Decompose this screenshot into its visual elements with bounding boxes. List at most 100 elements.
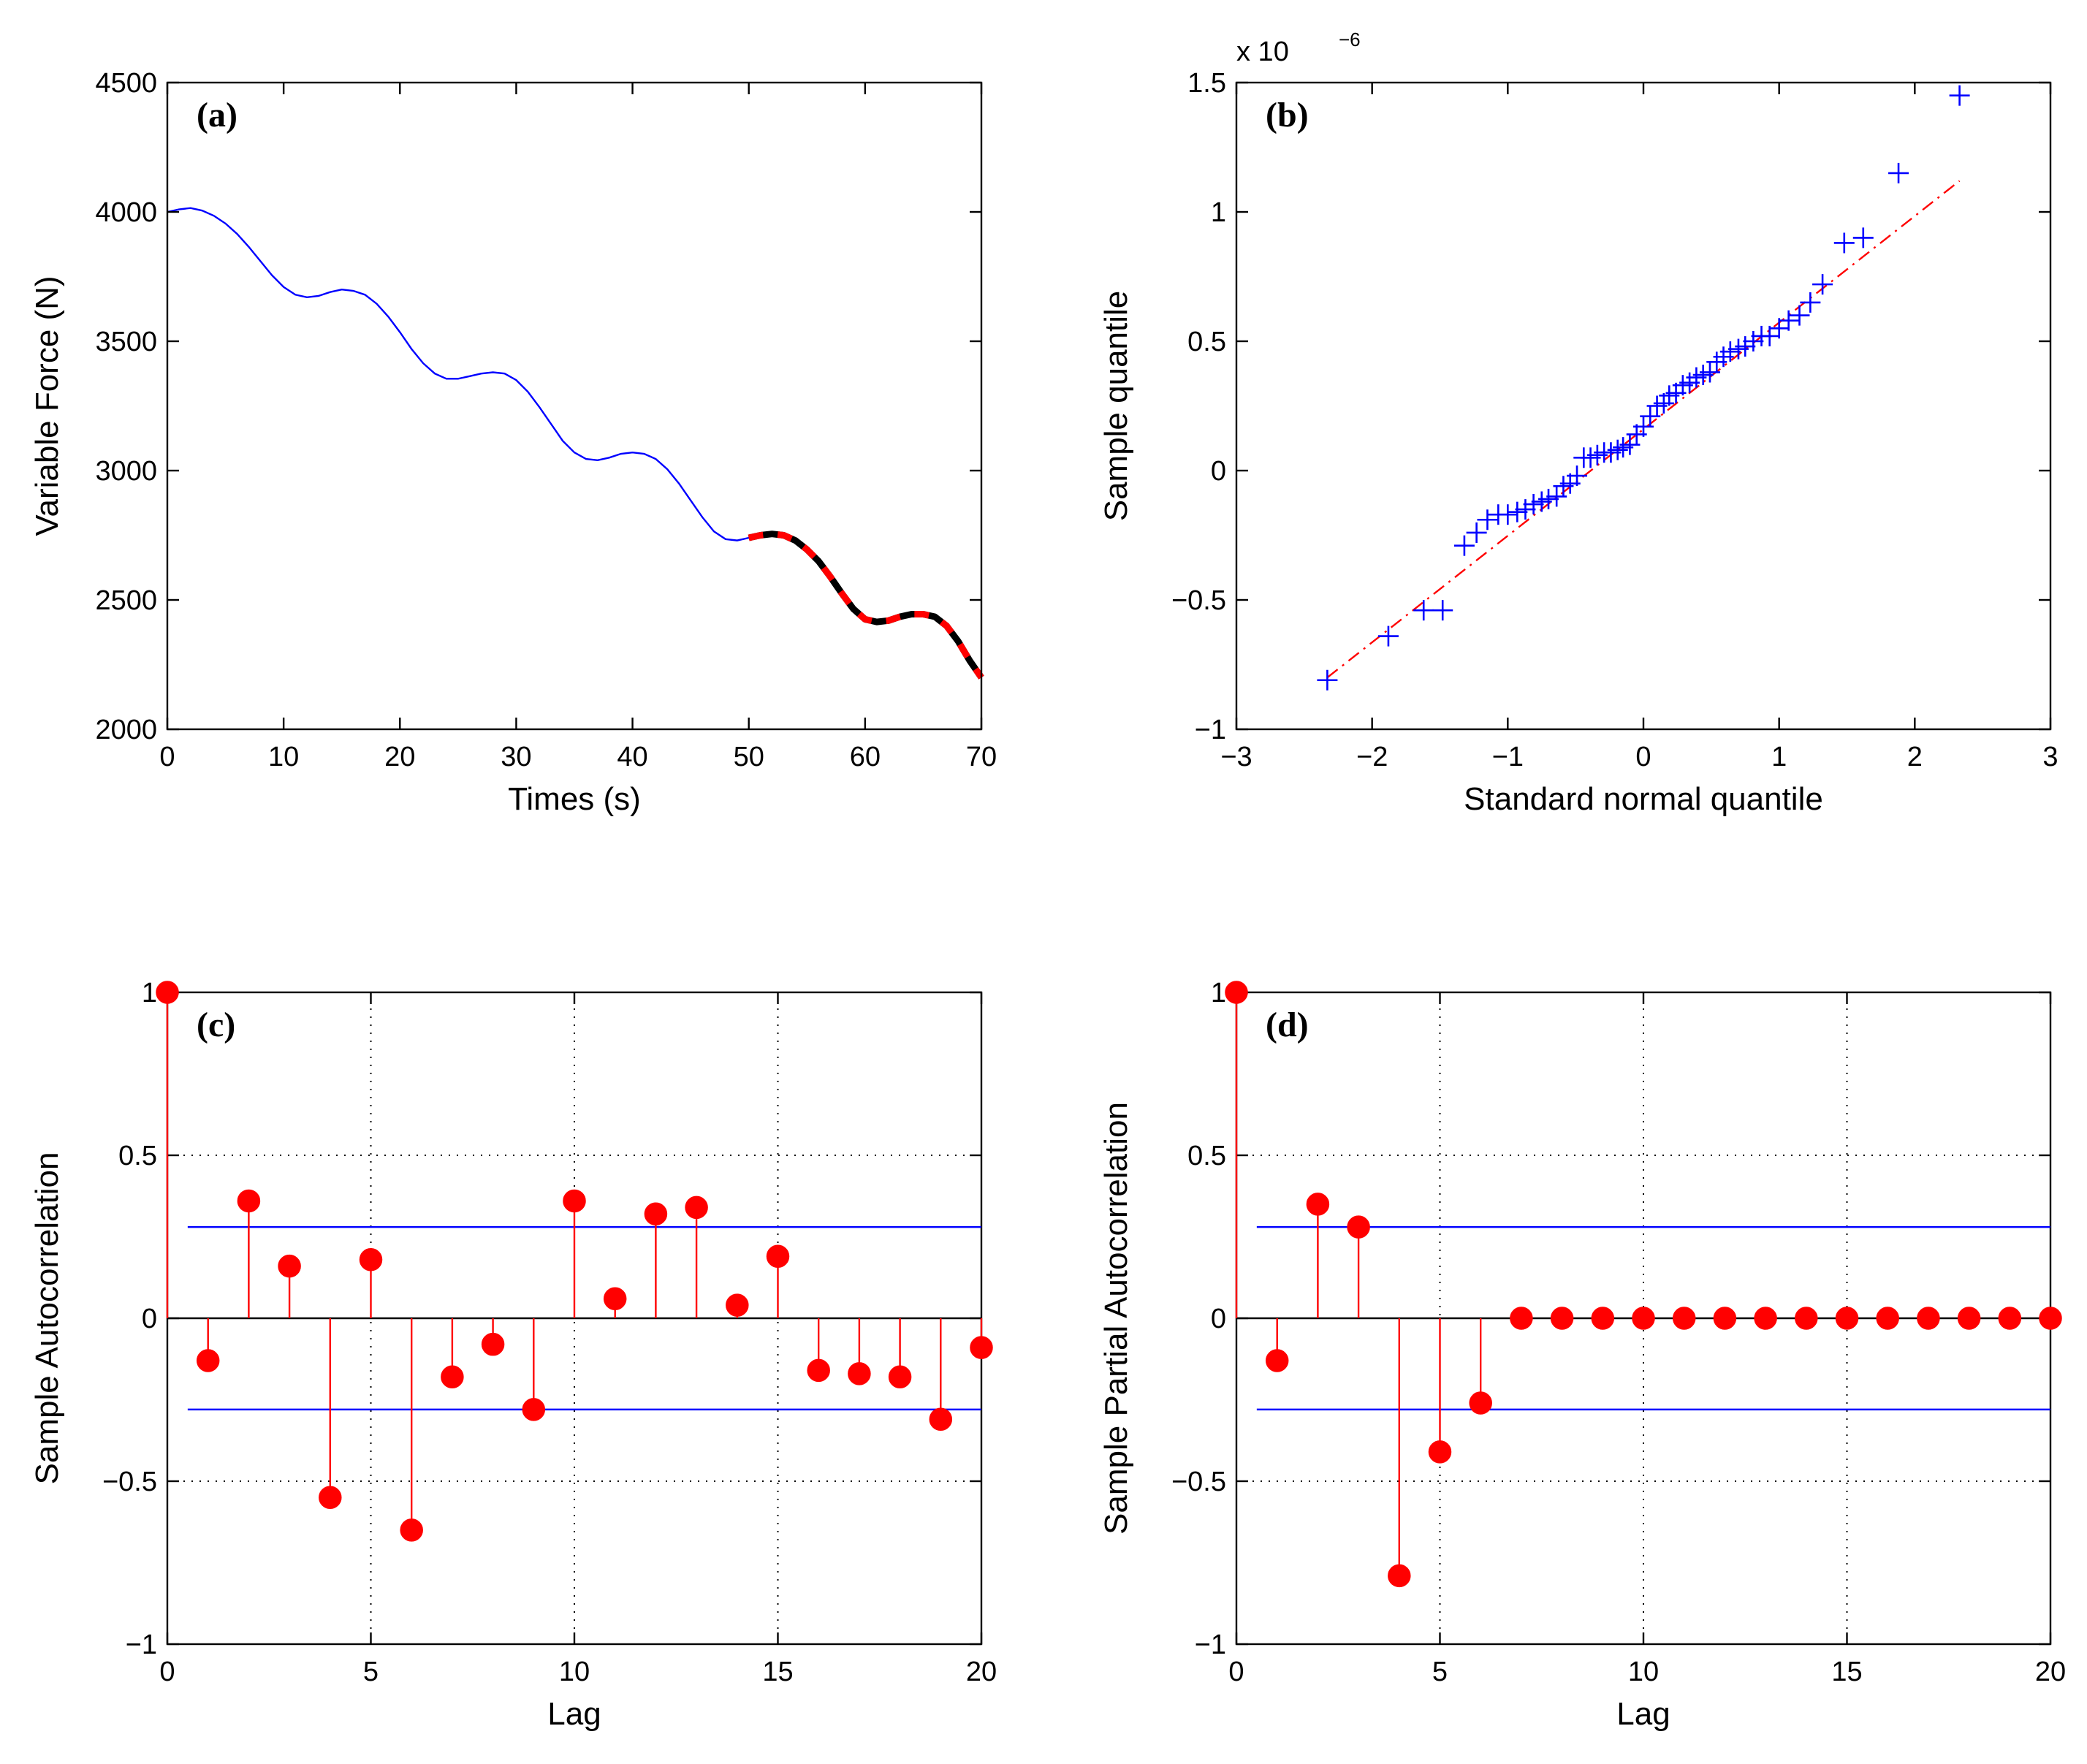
stem-marker: [888, 1365, 912, 1389]
y-tick-label: 1: [142, 978, 157, 1008]
stem-marker: [807, 1358, 830, 1383]
axes-frame: [1235, 81, 2052, 731]
y-tick-label: 4000: [95, 197, 157, 228]
x-tick-label: 5: [1432, 1657, 1448, 1687]
x-tick-label: −1: [1492, 742, 1524, 772]
scatter-point: [1538, 488, 1559, 509]
y-tick-label: 3500: [95, 327, 157, 357]
panel-b-chart: −3 −2 −1 0 1 2 3 −1 −0.5 0 0.5 1 1.5 Standard normal …: [1098, 28, 2059, 817]
scatter-point: [1735, 336, 1756, 357]
x-tick-label: 30: [501, 742, 531, 772]
y-tick-label: 0: [1211, 456, 1226, 487]
stem-marker: [1632, 1307, 1655, 1330]
stem-marker: [1347, 1215, 1370, 1239]
y-scale-prefix: x 10: [1236, 37, 1289, 67]
stem-marker: [1713, 1307, 1737, 1330]
stem-marker: [1795, 1307, 1818, 1330]
scatter-point: [1546, 486, 1567, 507]
stem-marker: [196, 1349, 220, 1372]
y-tick-label: 0.5: [118, 1141, 157, 1171]
x-axis-label: Standard normal quantile: [1464, 781, 1823, 817]
x-tick-label: 10: [268, 742, 299, 772]
x-axis-label: Lag: [1616, 1696, 1670, 1732]
scatter-point: [1778, 310, 1799, 331]
scatter-point: [1523, 494, 1544, 515]
x-tick-label: 0: [1228, 1657, 1244, 1687]
scatter-point: [1317, 669, 1338, 691]
scatter-point: [1633, 416, 1654, 437]
x-tick-label: 2: [1907, 742, 1923, 772]
scatter-point: [1477, 509, 1498, 531]
scatter-point: [1852, 227, 1874, 248]
y-tick-label: −0.5: [102, 1467, 157, 1497]
y-tick-label: 0.5: [1187, 327, 1226, 357]
stem-marker: [441, 1365, 464, 1389]
scatter-point: [1888, 162, 1909, 183]
stem-marker: [766, 1244, 790, 1269]
x-tick-label: 70: [966, 742, 997, 772]
stem-marker: [278, 1254, 301, 1278]
x-tick-label: 5: [363, 1657, 379, 1687]
stem-marker: [1469, 1391, 1492, 1415]
reference-line: [1326, 180, 1961, 679]
scatter-point: [1789, 305, 1810, 326]
stem-marker: [1917, 1307, 1940, 1330]
y-tick-label: −1: [126, 1630, 157, 1660]
panel-c-chart: 0 5 10 15 20 −1 −0.5 0 0.5 1 Lag Sample Autocorrela…: [29, 978, 997, 1732]
x-tick-label: 3: [2042, 742, 2058, 772]
stem-marker: [1388, 1564, 1411, 1588]
scatter-point: [1619, 434, 1641, 455]
scatter-point: [1800, 292, 1821, 313]
y-axis-label: Sample quantile: [1098, 291, 1134, 522]
scatter-point: [1413, 600, 1434, 621]
stem-marker: [726, 1293, 749, 1317]
stem-marker: [970, 1336, 993, 1359]
panel-label: (d): [1266, 1005, 1309, 1044]
y-tick-label: −0.5: [1171, 585, 1226, 616]
stem-marker: [1672, 1307, 1696, 1330]
x-tick-label: 1: [1771, 742, 1787, 772]
scatter-point: [1507, 501, 1528, 522]
y-tick-label: −1: [1195, 1630, 1226, 1660]
scatter-point: [1497, 504, 1518, 525]
stem-marker: [1225, 981, 1248, 1004]
x-tick-label: 15: [1831, 1657, 1862, 1687]
scatter-point: [1515, 499, 1536, 520]
scatter-point: [1607, 439, 1628, 460]
series-line-forecast: [748, 531, 984, 680]
x-tick-label: 20: [966, 1657, 997, 1687]
stem-marker: [1998, 1307, 2022, 1330]
series-line-observed: [167, 207, 982, 678]
stem-marker: [1428, 1440, 1452, 1464]
x-tick-label: 50: [734, 742, 764, 772]
stem-marker: [644, 1202, 668, 1226]
stem-marker: [359, 1247, 383, 1271]
x-tick-label: 10: [559, 1657, 590, 1687]
x-tick-label: 0: [159, 1657, 175, 1687]
panel-label: (a): [197, 96, 237, 134]
stem-marker: [481, 1332, 505, 1356]
series-line-forecast-dash: [748, 531, 984, 680]
stem-marker: [400, 1518, 423, 1542]
y-tick-label: 2500: [95, 585, 157, 616]
stem-marker: [1754, 1307, 1777, 1330]
y-tick-label: 2000: [95, 715, 157, 745]
x-tick-label: −2: [1356, 742, 1388, 772]
y-tick-label: 0: [1211, 1304, 1226, 1334]
y-axis-label: Variable Force (N): [29, 275, 65, 536]
stem-marker: [603, 1287, 627, 1310]
scatter-point: [1432, 600, 1453, 621]
x-tick-label: 20: [2035, 1657, 2066, 1687]
axes-frame: [166, 81, 983, 731]
y-tick-label: 3000: [95, 456, 157, 487]
scatter-point: [1466, 522, 1487, 543]
scatter-point: [1640, 406, 1661, 427]
scatter-point: [1567, 465, 1588, 487]
scatter-point: [1833, 232, 1855, 254]
panel-label: (c): [197, 1005, 235, 1044]
x-tick-label: 0: [1635, 742, 1651, 772]
x-tick-label: 40: [617, 742, 647, 772]
stem-marker: [1510, 1307, 1533, 1330]
y-tick-label: 0.5: [1187, 1141, 1226, 1171]
panel-d-chart: 0 5 10 15 20 −1 −0.5 0 0.5 1 Lag Sample Partial Aut…: [1098, 978, 2066, 1732]
